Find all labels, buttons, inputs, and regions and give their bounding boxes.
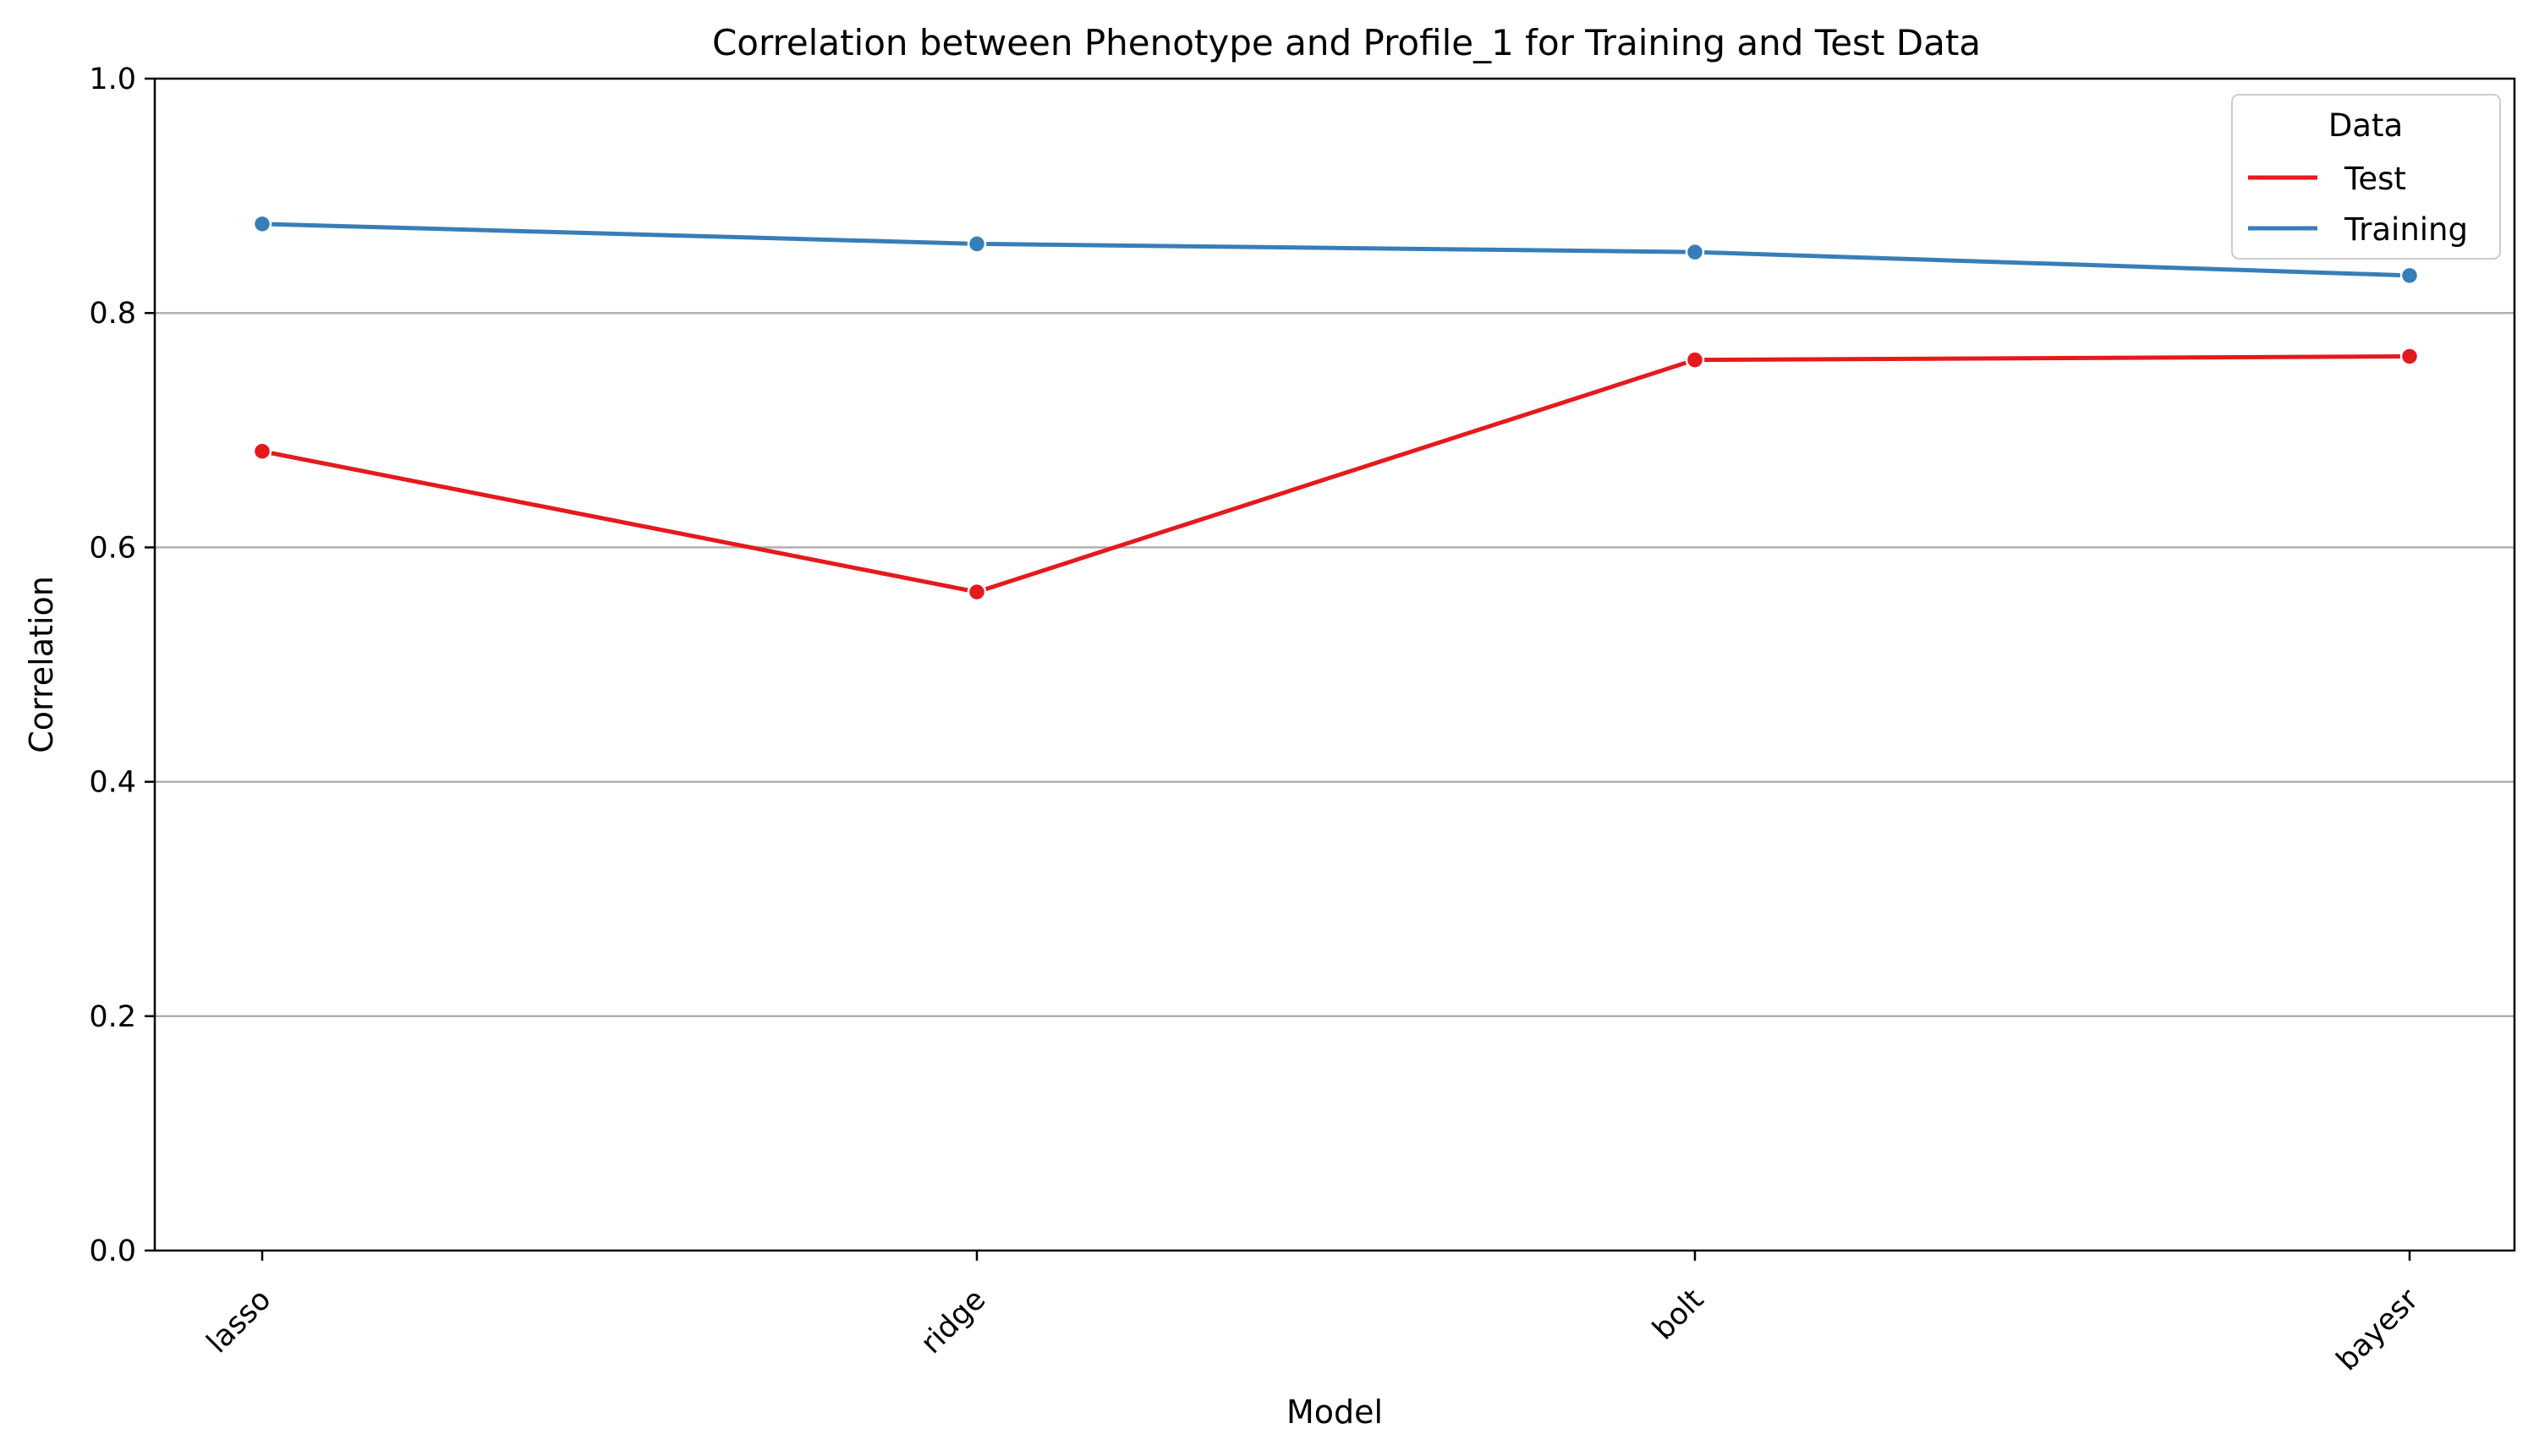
- data-point: [967, 234, 987, 254]
- legend-title: Data: [2328, 107, 2403, 144]
- series-line-training: [260, 222, 2412, 278]
- legend-items: Test Training: [2248, 161, 2468, 248]
- y-axis-label: Correlation: [23, 576, 60, 753]
- x-axis-label: Model: [1286, 1393, 1383, 1431]
- y-tick-label: 0.8: [89, 297, 136, 331]
- legend-label: Test: [2344, 161, 2406, 197]
- y-axis: 0.0 0.2 0.4 0.6 0.8 1.0: [89, 63, 155, 1268]
- data-point: [252, 214, 272, 234]
- legend-frame: [2231, 94, 2501, 260]
- data-point: [967, 582, 987, 602]
- legend: Data Test Training: [2231, 94, 2501, 260]
- data-point: [2399, 265, 2420, 286]
- data-point: [252, 441, 272, 461]
- series-layer: [252, 214, 2420, 602]
- y-tick-label: 0.6: [89, 531, 136, 565]
- data-point: [1685, 242, 1705, 262]
- series-test: [252, 347, 2420, 602]
- y-tick-label: 0.0: [89, 1234, 136, 1268]
- data-point: [1685, 350, 1705, 369]
- y-tick-label: 0.4: [89, 766, 136, 800]
- chart-title: Correlation between Phenotype and Profil…: [712, 22, 1981, 63]
- data-point: [2399, 347, 2420, 366]
- legend-item-test: Test: [2248, 161, 2406, 197]
- y-tick-label: 1.0: [89, 63, 136, 96]
- series-training: [252, 214, 2420, 286]
- series-line-test: [260, 353, 2412, 594]
- legend-item-training: Training: [2248, 211, 2468, 248]
- gridlines: [155, 311, 2514, 1018]
- legend-label: Training: [2344, 211, 2468, 248]
- y-tick-label: 0.2: [89, 1000, 136, 1034]
- plot-frame: [153, 77, 2516, 1252]
